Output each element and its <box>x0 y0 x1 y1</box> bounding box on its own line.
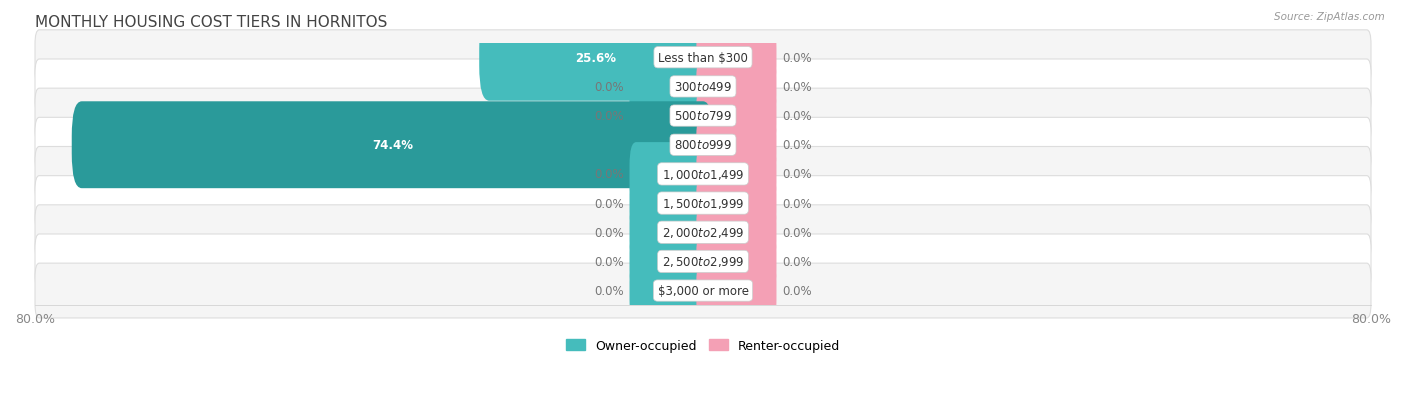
FancyBboxPatch shape <box>696 201 776 264</box>
Text: 0.0%: 0.0% <box>595 255 624 268</box>
FancyBboxPatch shape <box>35 118 1371 173</box>
FancyBboxPatch shape <box>35 31 1371 85</box>
Text: Less than $300: Less than $300 <box>658 52 748 64</box>
Text: MONTHLY HOUSING COST TIERS IN HORNITOS: MONTHLY HOUSING COST TIERS IN HORNITOS <box>35 15 388 30</box>
FancyBboxPatch shape <box>35 147 1371 202</box>
Text: 0.0%: 0.0% <box>595 168 624 181</box>
Text: 0.0%: 0.0% <box>782 139 811 152</box>
Text: 0.0%: 0.0% <box>595 81 624 94</box>
FancyBboxPatch shape <box>630 230 710 294</box>
FancyBboxPatch shape <box>72 102 713 189</box>
Text: 0.0%: 0.0% <box>595 197 624 210</box>
Text: 0.0%: 0.0% <box>782 52 811 64</box>
FancyBboxPatch shape <box>630 143 710 206</box>
FancyBboxPatch shape <box>696 55 776 119</box>
FancyBboxPatch shape <box>630 55 710 119</box>
Text: $2,500 to $2,999: $2,500 to $2,999 <box>662 255 744 269</box>
Text: 0.0%: 0.0% <box>782 81 811 94</box>
FancyBboxPatch shape <box>696 143 776 206</box>
Text: 0.0%: 0.0% <box>595 226 624 239</box>
FancyBboxPatch shape <box>479 15 713 102</box>
FancyBboxPatch shape <box>35 176 1371 231</box>
Text: $1,000 to $1,499: $1,000 to $1,499 <box>662 168 744 181</box>
Text: $3,000 or more: $3,000 or more <box>658 285 748 297</box>
Text: $800 to $999: $800 to $999 <box>673 139 733 152</box>
FancyBboxPatch shape <box>696 26 776 90</box>
Text: $300 to $499: $300 to $499 <box>673 81 733 94</box>
Text: 0.0%: 0.0% <box>782 226 811 239</box>
Text: 25.6%: 25.6% <box>575 52 617 64</box>
FancyBboxPatch shape <box>696 259 776 323</box>
FancyBboxPatch shape <box>35 205 1371 260</box>
FancyBboxPatch shape <box>696 172 776 235</box>
Text: $1,500 to $1,999: $1,500 to $1,999 <box>662 197 744 211</box>
Text: 0.0%: 0.0% <box>782 197 811 210</box>
Text: 0.0%: 0.0% <box>782 285 811 297</box>
Text: 0.0%: 0.0% <box>782 255 811 268</box>
FancyBboxPatch shape <box>630 259 710 323</box>
FancyBboxPatch shape <box>696 230 776 294</box>
FancyBboxPatch shape <box>35 235 1371 289</box>
FancyBboxPatch shape <box>630 201 710 264</box>
Text: 0.0%: 0.0% <box>782 110 811 123</box>
FancyBboxPatch shape <box>35 60 1371 114</box>
FancyBboxPatch shape <box>35 263 1371 318</box>
FancyBboxPatch shape <box>696 114 776 177</box>
Text: 0.0%: 0.0% <box>595 110 624 123</box>
FancyBboxPatch shape <box>630 172 710 235</box>
Text: Source: ZipAtlas.com: Source: ZipAtlas.com <box>1274 12 1385 22</box>
Text: 74.4%: 74.4% <box>371 139 413 152</box>
Text: $500 to $799: $500 to $799 <box>673 110 733 123</box>
FancyBboxPatch shape <box>630 85 710 148</box>
Legend: Owner-occupied, Renter-occupied: Owner-occupied, Renter-occupied <box>561 334 845 357</box>
Text: 0.0%: 0.0% <box>782 168 811 181</box>
Text: $2,000 to $2,499: $2,000 to $2,499 <box>662 225 744 240</box>
Text: 0.0%: 0.0% <box>595 285 624 297</box>
FancyBboxPatch shape <box>696 85 776 148</box>
FancyBboxPatch shape <box>35 89 1371 144</box>
